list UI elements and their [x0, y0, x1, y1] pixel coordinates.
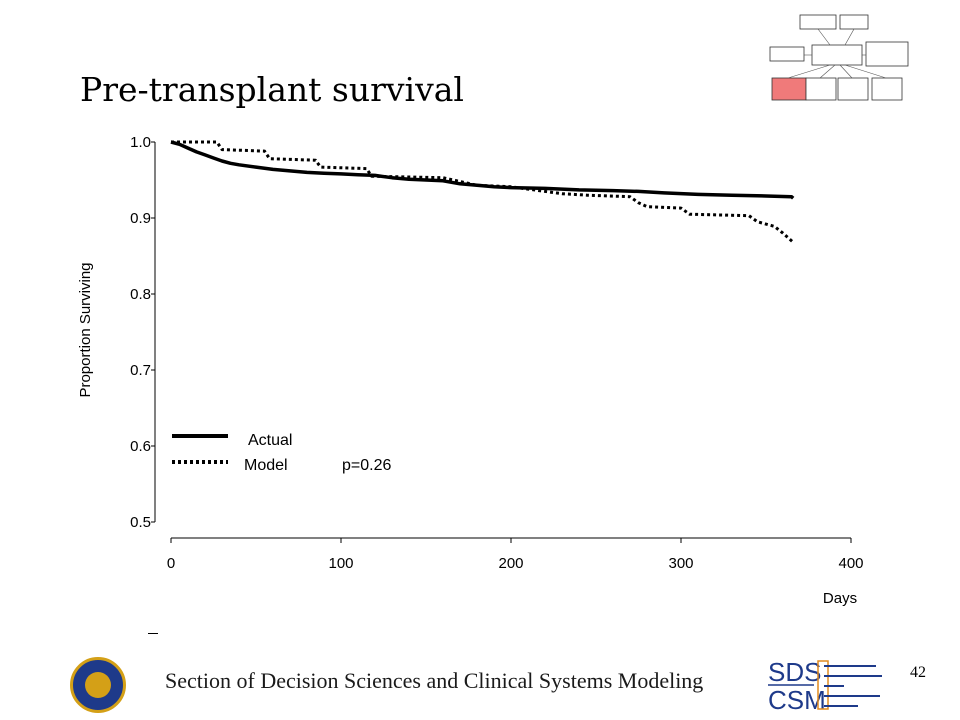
y-axis-label: Proportion Surviving	[77, 262, 94, 397]
x-tick-label: 100	[328, 555, 353, 572]
stray-mark	[148, 633, 158, 634]
university-seal-icon	[70, 657, 126, 713]
x-axis-label: Days	[823, 590, 857, 607]
series-line-model	[171, 140, 795, 244]
x-tick-label: 300	[668, 555, 693, 572]
p-value-annotation: p=0.26	[342, 457, 391, 474]
footer-text: Section of Decision Sciences and Clinica…	[165, 668, 704, 693]
logo-text-bottom: CSM	[768, 685, 826, 713]
y-tick-label: 0.9	[130, 210, 151, 227]
y-tick-label: 0.6	[130, 438, 151, 455]
x-tick-label: 400	[838, 555, 863, 572]
x-tick-label: 200	[498, 555, 523, 572]
legend-label-actual: Actual	[248, 432, 292, 449]
page-number: 42	[910, 664, 926, 681]
x-tick-label: 0	[167, 555, 175, 572]
slide-title: Pre-transplant survival	[80, 70, 464, 109]
y-tick-label: 0.5	[130, 514, 151, 531]
y-tick-label: 1.0	[130, 134, 151, 151]
legend-label-model: Model	[244, 457, 288, 474]
logo-text-top: SDS	[768, 657, 821, 687]
y-tick-label: 0.7	[130, 362, 151, 379]
sds-csm-logo: SDS CSM	[768, 657, 882, 713]
y-tick-label: 0.8	[130, 286, 151, 303]
